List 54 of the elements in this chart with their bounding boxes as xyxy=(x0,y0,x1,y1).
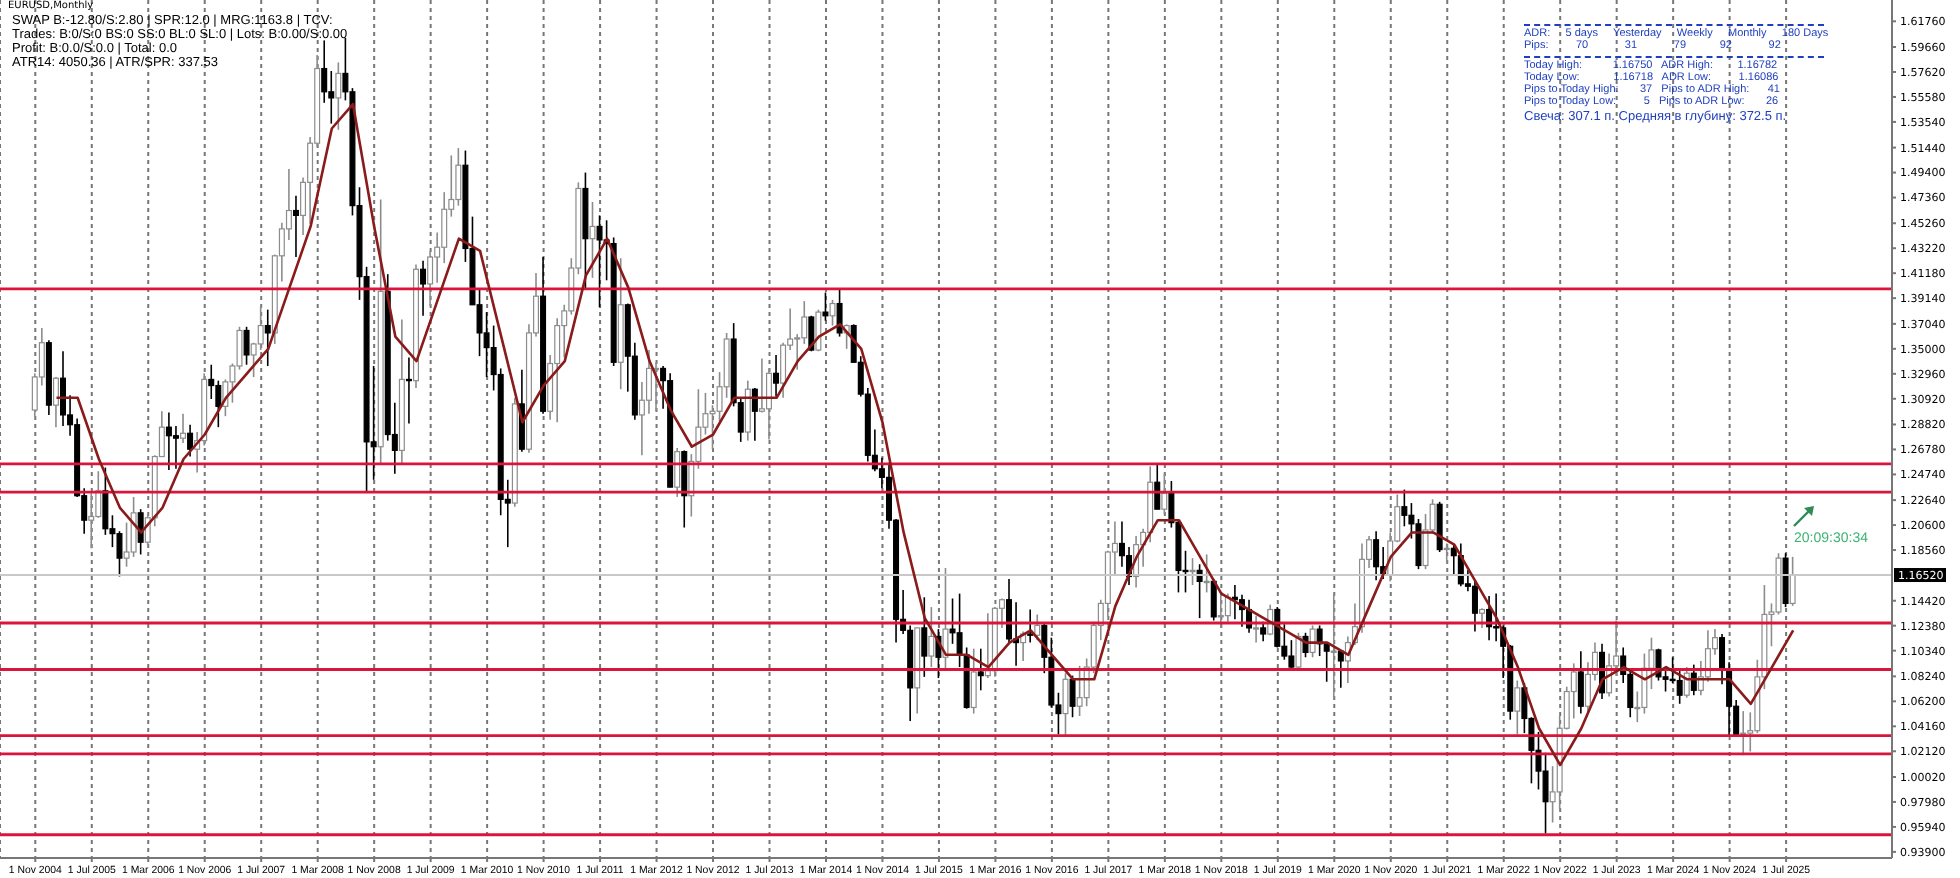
candlestick xyxy=(130,496,137,558)
candlestick xyxy=(1069,674,1076,719)
candlestick xyxy=(1203,553,1210,594)
candlestick xyxy=(1309,624,1316,659)
candlestick xyxy=(773,354,780,398)
candlestick xyxy=(264,308,271,367)
candlestick xyxy=(208,363,215,400)
candlestick xyxy=(744,379,751,442)
candlestick xyxy=(1577,650,1584,715)
candlestick xyxy=(1161,472,1168,515)
candlestick xyxy=(1436,501,1443,553)
candlestick xyxy=(1789,556,1796,607)
candlestick xyxy=(1027,608,1034,644)
candlestick xyxy=(257,305,264,351)
candlestick xyxy=(243,326,250,366)
candlestick xyxy=(335,61,342,131)
candlestick xyxy=(1330,592,1337,700)
candlestick xyxy=(822,291,829,322)
candlestick xyxy=(942,567,949,672)
candlestick xyxy=(88,492,95,550)
candlestick xyxy=(1217,592,1224,629)
candlestick xyxy=(928,606,935,668)
candlestick xyxy=(52,376,59,428)
candlestick xyxy=(420,259,427,317)
candlestick xyxy=(589,201,596,279)
candlestick xyxy=(1782,552,1789,608)
candlestick xyxy=(970,647,977,715)
candlestick xyxy=(829,299,836,327)
candlestick xyxy=(1062,672,1069,737)
candlestick xyxy=(1076,665,1083,717)
candlestick xyxy=(292,195,299,258)
candlestick xyxy=(1189,557,1196,586)
candlestick xyxy=(1337,649,1344,689)
candlestick xyxy=(187,423,194,458)
candlestick xyxy=(596,214,603,309)
candlestick xyxy=(1034,613,1041,641)
candlestick xyxy=(1253,614,1260,644)
candlestick xyxy=(977,647,984,692)
candlestick xyxy=(1373,530,1380,581)
candlestick xyxy=(674,447,681,498)
candlestick xyxy=(1401,488,1408,528)
candlestick xyxy=(1514,679,1521,736)
candlestick xyxy=(1479,607,1486,629)
candlestick xyxy=(765,367,772,441)
candlestick xyxy=(180,412,187,444)
candlestick xyxy=(921,596,928,678)
candlestick xyxy=(102,466,109,536)
candlestick xyxy=(405,356,412,425)
candlestick xyxy=(1676,667,1683,705)
candlestick xyxy=(1443,542,1450,564)
candlestick xyxy=(165,411,172,471)
candlestick xyxy=(836,288,843,338)
candlestick xyxy=(1154,463,1161,510)
candlestick xyxy=(1323,641,1330,683)
